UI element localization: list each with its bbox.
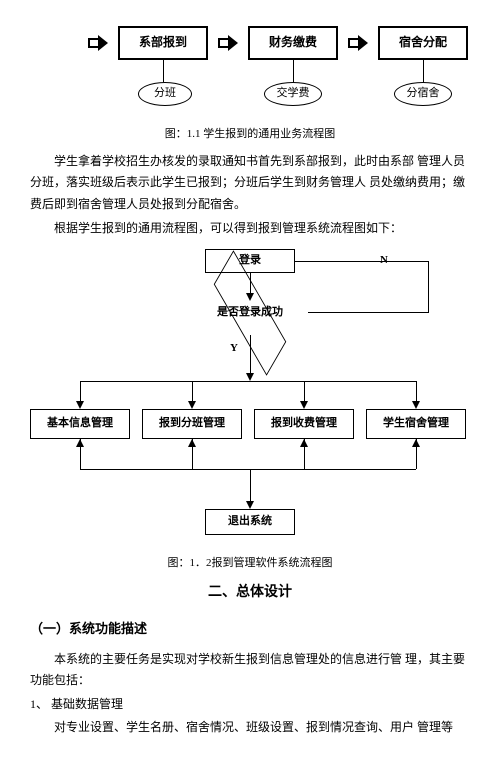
manage-box: 报到分班管理 xyxy=(142,409,242,439)
paragraph: 对专业设置、学生名册、宿舍情况、班级设置、报到情况查询、用户 管理等 xyxy=(30,717,470,739)
ellipse-node: 交学费 xyxy=(264,82,322,106)
arrow-icon xyxy=(218,35,240,51)
process-box: 系部报到 xyxy=(118,26,208,60)
paragraph: 根据学生报到的通用流程图，可以得到报到管理系统流程图如下： xyxy=(30,218,470,240)
arrow-icon xyxy=(348,35,370,51)
paragraph: 学生拿着学校招生办核发的录取通知书首先到系部报到，此时由系部 管理人员分班，落实… xyxy=(30,151,470,216)
exit-box: 退出系统 xyxy=(205,509,295,535)
ellipse-node: 分班 xyxy=(138,82,192,106)
flowchart-1: 系部报到 财务缴费 宿舍分配 分班 交学费 分宿舍 xyxy=(30,20,470,120)
sub-title: （一）系统功能描述 xyxy=(30,617,470,640)
arrow-icon xyxy=(88,35,110,51)
list-item: 1、 基础数据管理 xyxy=(30,694,470,716)
list-num: 1、 xyxy=(30,697,48,711)
login-box: 登录 xyxy=(205,249,295,273)
list-text: 基础数据管理 xyxy=(51,697,123,711)
y-label: Y xyxy=(230,339,238,359)
paragraph: 本系统的主要任务是实现对学校新生报到信息管理处的信息进行管 理，其主要功能包括： xyxy=(30,649,470,692)
ellipse-node: 分宿舍 xyxy=(394,82,452,106)
caption-2: 图：1．2报到管理软件系统流程图 xyxy=(30,554,470,574)
decision-diamond: 是否登录成功 xyxy=(200,295,300,331)
manage-box: 报到收费管理 xyxy=(254,409,354,439)
section-title: 二、总体设计 xyxy=(30,580,470,605)
flowchart-2: 登录 是否登录成功 N Y 基本信息管理 报到分班管理 报到收费管理 学生宿舍管… xyxy=(30,249,470,549)
process-box: 财务缴费 xyxy=(248,26,338,60)
process-box: 宿舍分配 xyxy=(378,26,468,60)
manage-box: 学生宿舍管理 xyxy=(366,409,466,439)
manage-box: 基本信息管理 xyxy=(30,409,130,439)
caption-1: 图：1.1 学生报到的通用业务流程图 xyxy=(30,125,470,145)
